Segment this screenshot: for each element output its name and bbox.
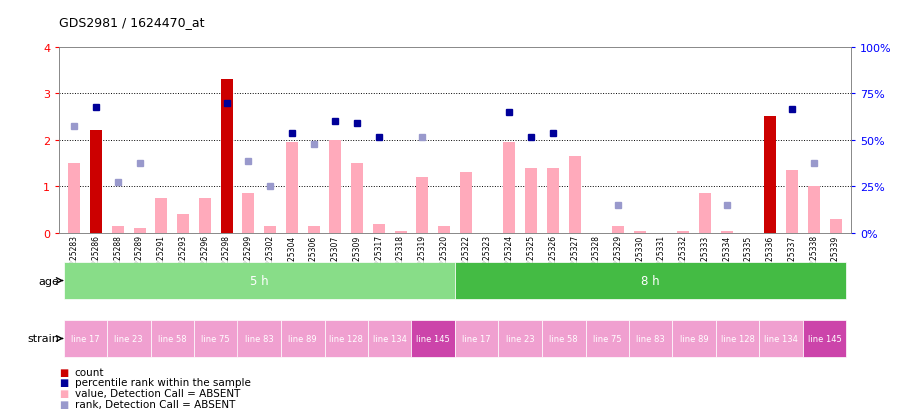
Bar <box>351 164 363 233</box>
Text: line 58: line 58 <box>550 334 578 343</box>
Text: ■: ■ <box>59 388 68 398</box>
Bar <box>177 215 189 233</box>
Bar <box>264 226 276 233</box>
Bar <box>64 262 455 299</box>
Text: value, Detection Call = ABSENT: value, Detection Call = ABSENT <box>75 388 240 398</box>
Bar <box>629 320 672 357</box>
Bar <box>455 262 846 299</box>
Bar <box>455 320 499 357</box>
Bar <box>395 231 407 233</box>
Bar <box>90 131 102 233</box>
Bar <box>634 231 646 233</box>
Text: line 83: line 83 <box>636 334 665 343</box>
Bar <box>194 320 238 357</box>
Text: line 23: line 23 <box>506 334 534 343</box>
Bar <box>411 320 455 357</box>
Text: line 17: line 17 <box>462 334 491 343</box>
Bar <box>672 320 716 357</box>
Bar <box>499 320 542 357</box>
Bar <box>134 229 146 233</box>
Text: line 145: line 145 <box>417 334 450 343</box>
Bar <box>569 157 581 233</box>
Bar <box>438 226 450 233</box>
Bar <box>242 194 255 233</box>
Bar <box>699 194 711 233</box>
Bar <box>612 226 624 233</box>
Bar <box>503 143 515 233</box>
Bar <box>525 169 537 233</box>
Bar <box>460 173 472 233</box>
Bar <box>760 320 803 357</box>
Text: line 128: line 128 <box>329 334 363 343</box>
Text: line 145: line 145 <box>808 334 842 343</box>
Text: line 75: line 75 <box>201 334 230 343</box>
Bar <box>368 320 411 357</box>
Text: GDS2981 / 1624470_at: GDS2981 / 1624470_at <box>59 16 205 29</box>
Text: rank, Detection Call = ABSENT: rank, Detection Call = ABSENT <box>75 399 235 409</box>
Bar <box>803 320 846 357</box>
Text: age: age <box>38 276 59 286</box>
Text: 8 h: 8 h <box>642 274 660 287</box>
Bar <box>64 320 107 357</box>
Text: line 23: line 23 <box>115 334 143 343</box>
Bar <box>325 320 368 357</box>
Bar <box>281 320 325 357</box>
Bar <box>156 199 167 233</box>
Text: line 75: line 75 <box>593 334 622 343</box>
Text: count: count <box>75 367 104 377</box>
Text: 5 h: 5 h <box>250 274 268 287</box>
Bar <box>716 320 760 357</box>
Bar <box>286 143 298 233</box>
Text: ■: ■ <box>59 399 68 409</box>
Bar <box>107 320 150 357</box>
Bar <box>329 140 341 233</box>
Bar <box>373 224 385 233</box>
Bar <box>199 199 211 233</box>
Bar <box>68 164 80 233</box>
Bar <box>220 80 233 233</box>
Bar <box>585 320 629 357</box>
Bar <box>417 178 429 233</box>
Bar <box>830 219 842 233</box>
Bar <box>238 320 281 357</box>
Bar <box>677 231 690 233</box>
Text: line 89: line 89 <box>288 334 317 343</box>
Text: line 89: line 89 <box>680 334 709 343</box>
Bar <box>150 320 194 357</box>
Bar <box>547 169 559 233</box>
Bar <box>786 171 798 233</box>
Bar <box>808 187 820 233</box>
Text: percentile rank within the sample: percentile rank within the sample <box>75 377 250 387</box>
Text: line 58: line 58 <box>158 334 187 343</box>
Text: line 17: line 17 <box>71 334 99 343</box>
Text: line 128: line 128 <box>721 334 754 343</box>
Text: line 134: line 134 <box>373 334 407 343</box>
Bar <box>542 320 585 357</box>
Bar <box>721 231 733 233</box>
Bar <box>308 226 319 233</box>
Text: strain: strain <box>27 334 59 344</box>
Text: line 134: line 134 <box>764 334 798 343</box>
Bar <box>764 117 776 233</box>
Text: ■: ■ <box>59 377 68 387</box>
Text: ■: ■ <box>59 367 68 377</box>
Bar <box>112 226 124 233</box>
Text: line 83: line 83 <box>245 334 274 343</box>
